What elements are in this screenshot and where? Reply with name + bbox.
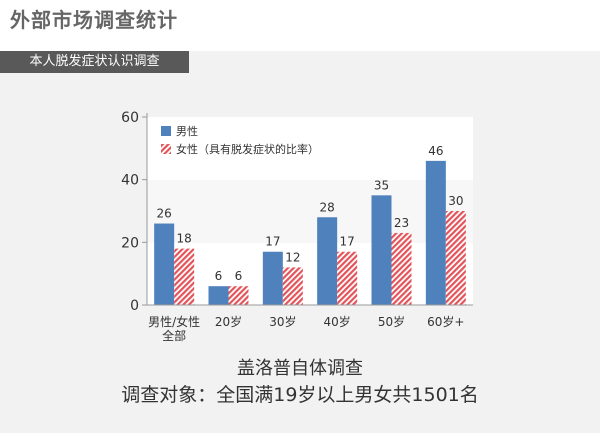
labels-layer: 26 18 6 6 17 12 28 17 35 23 46 30	[157, 144, 464, 283]
data-label: 17	[340, 235, 355, 249]
data-label: 17	[265, 235, 280, 249]
data-label: 28	[320, 200, 335, 214]
plot-area-upper	[147, 117, 473, 180]
data-label: 30	[448, 194, 463, 208]
bar-male	[371, 195, 392, 305]
survey-scope: 调查对象：全国满19岁以上男女共1501名	[121, 384, 479, 406]
x-tick-label: 男性/女性	[148, 314, 200, 329]
legend-swatch-male	[161, 126, 171, 136]
data-label: 46	[428, 144, 443, 158]
x-tick-label: 50岁	[378, 314, 405, 329]
bar-female	[228, 286, 249, 305]
bar-male	[208, 286, 229, 305]
data-label: 26	[157, 207, 172, 221]
legend-swatch-female	[161, 144, 171, 154]
bar-female	[174, 248, 195, 305]
x-tick-label: 30岁	[269, 314, 296, 329]
bar-female	[282, 267, 303, 305]
x-tick-label: 20岁	[215, 314, 242, 329]
bars-layer	[154, 160, 466, 305]
legend-label-female: 女性（具有脱发症状的比率）	[176, 142, 319, 156]
page-title: 外部市场调查统计	[10, 8, 178, 32]
plot-area-lower	[147, 243, 473, 305]
bar-male	[317, 217, 338, 305]
y-tick-label: 60	[121, 110, 139, 126]
bar-male	[262, 251, 283, 305]
x-tick-label: 60岁+	[427, 314, 464, 329]
data-label: 35	[374, 178, 389, 192]
data-label: 6	[235, 269, 243, 283]
legend-label-male: 男性	[176, 124, 198, 138]
chart-source: 盖洛普自体调查	[237, 358, 363, 379]
bar-male	[154, 223, 175, 305]
x-tick-label: 全部	[162, 328, 186, 343]
y-tick-label: 20	[121, 235, 139, 251]
bar-male	[425, 160, 446, 305]
plot-area	[147, 180, 473, 243]
x-tick-label: 40岁	[324, 314, 351, 329]
bar-female	[337, 251, 358, 305]
data-label: 23	[394, 216, 409, 230]
y-tick-label: 0	[130, 298, 139, 314]
data-label: 6	[215, 269, 223, 283]
section-label: 本人脱发症状认识调查	[0, 51, 189, 73]
bar-female	[445, 211, 466, 305]
data-label: 18	[177, 232, 192, 246]
data-label: 12	[285, 250, 300, 264]
bar-female	[391, 232, 412, 305]
y-tick-label: 40	[121, 173, 139, 189]
